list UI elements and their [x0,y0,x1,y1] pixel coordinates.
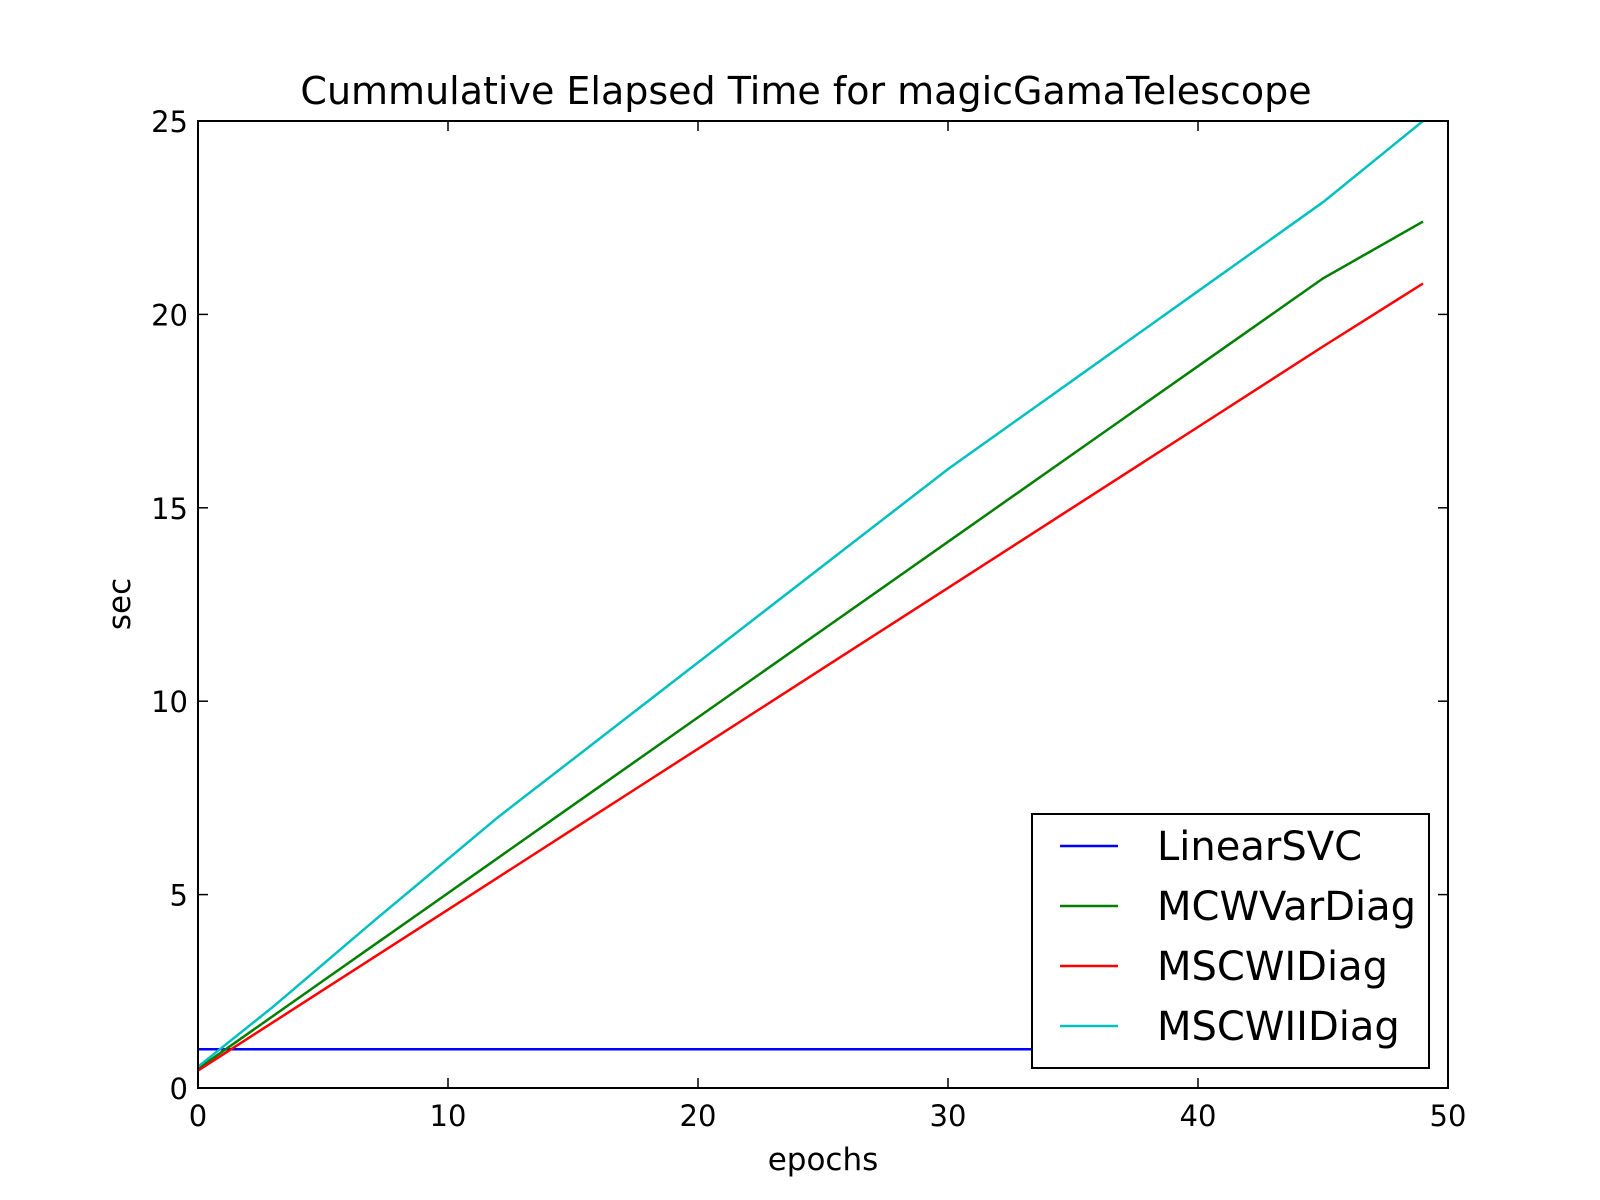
y-tick-label: 15 [151,492,188,526]
legend-label: LinearSVC [1157,824,1362,870]
y-tick-label: 20 [151,298,188,332]
y-tick-label: 0 [170,1072,188,1106]
x-tick-label: 30 [930,1099,967,1133]
x-tick-label: 50 [1430,1099,1467,1133]
x-tick-label: 10 [430,1099,467,1133]
axis-ticks: 0 10 20 30 40 50 0 5 10 15 20 25 [151,105,1466,1133]
y-axis-label: sec [102,578,138,630]
x-tick-label: 0 [189,1099,207,1133]
x-tick-label: 40 [1180,1099,1217,1133]
legend-items: LinearSVC MCWVarDiag MSCWIDiag MSCWIIDiag [1060,824,1416,1050]
plot-area-frame [197,120,1449,1089]
y-tick-label: 10 [151,685,188,719]
series-line-mscwiidiag [197,120,1424,1068]
series-layer [197,120,1424,1072]
series-line-mcwvardiag [197,220,1424,1070]
x-axis-label: epochs [768,1142,879,1178]
x-tick-label: 20 [680,1099,717,1133]
legend-label: MCWVarDiag [1157,884,1416,930]
series-line-mscwidiag [197,282,1424,1072]
y-tick-label: 25 [151,105,188,139]
y-tick-label: 5 [170,879,188,913]
legend-label: MSCWIIDiag [1157,1004,1400,1050]
legend-label: MSCWIDiag [1157,944,1388,990]
chart-title: Cummulative Elapsed Time for magicGamaTe… [300,69,1311,113]
legend: LinearSVC MCWVarDiag MSCWIDiag MSCWIIDiag [1031,813,1430,1069]
